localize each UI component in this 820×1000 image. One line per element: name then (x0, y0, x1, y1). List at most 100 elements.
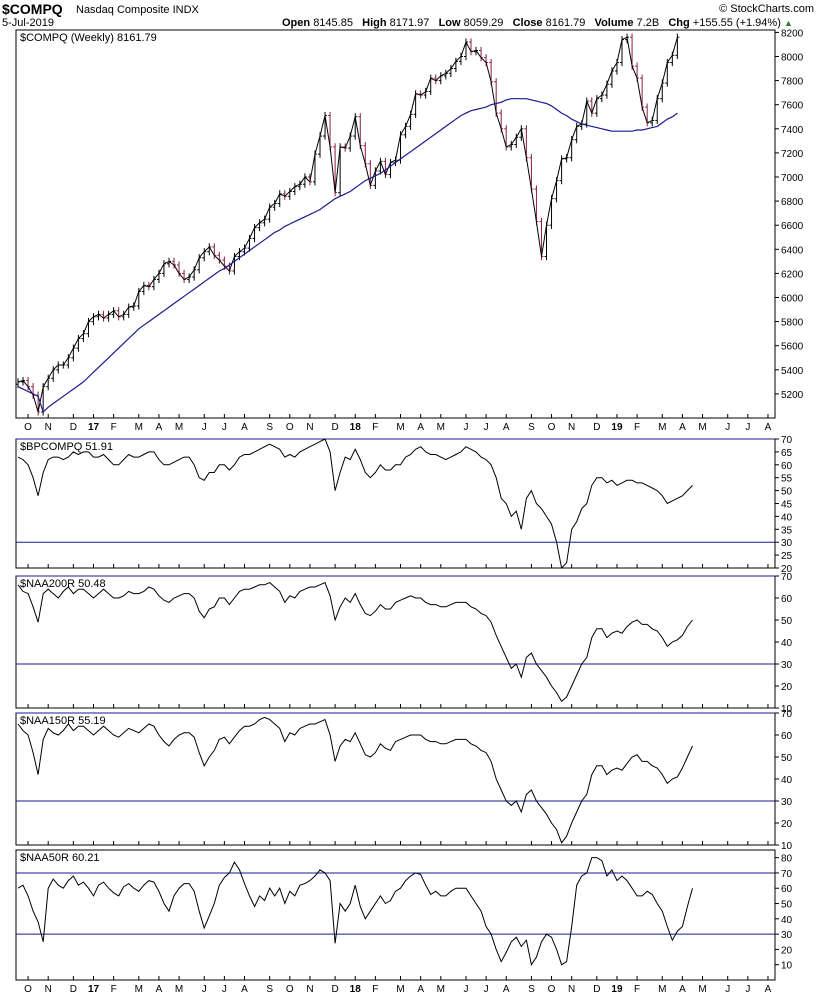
x-tick-label: D (593, 422, 600, 433)
y-tick-label: 5200 (781, 390, 804, 401)
x-tick-label: A (417, 984, 424, 995)
y-tick-label: 7800 (781, 77, 804, 88)
x-tick-label: A (503, 984, 510, 995)
panel-frame (15, 849, 776, 981)
low-value: 8059.29 (463, 17, 504, 29)
close-label: Close (512, 17, 543, 29)
x-tick-label: D (331, 422, 338, 433)
x-tick-label: A (765, 984, 772, 995)
x-tick-label: S (266, 422, 273, 433)
x-tick-label: M (175, 984, 183, 995)
chg-label: Chg (668, 17, 690, 29)
y-tick-label: 70 (781, 572, 793, 583)
price-close-line (17, 36, 678, 413)
y-tick-label: 40 (781, 512, 793, 523)
x-tick-label: O (286, 984, 294, 995)
x-tick-label: F (634, 422, 640, 433)
y-tick-label: 7400 (781, 125, 804, 136)
y-tick-label: 60 (781, 731, 793, 742)
y-tick-label: 6800 (781, 197, 804, 208)
y-tick-label: 10 (781, 704, 793, 715)
y-tick-label: 50 (781, 753, 793, 764)
x-tick-label: 17 (88, 422, 100, 433)
x-tick-label: J (222, 984, 227, 995)
x-tick-label: N (306, 422, 313, 433)
y-tick-label: 70 (781, 709, 793, 720)
high-value: 8171.97 (389, 17, 430, 29)
y-tick-label: 50 (781, 900, 793, 911)
panel-title: $COMPQ (Weekly) 8161.79 (20, 32, 157, 44)
y-tick-label: 10 (781, 961, 793, 972)
ohlc-readout: Open 8145.85 High 8171.97 Low 8059.29 Cl… (282, 17, 793, 29)
panel-title: $NAA200R 50.48 (20, 578, 106, 590)
moving-average-line (17, 98, 678, 414)
y-tick-label: 65 (781, 448, 793, 459)
x-tick-label: N (45, 984, 52, 995)
x-tick-label: N (306, 984, 313, 995)
x-tick-label: D (70, 984, 77, 995)
x-tick-label: M (437, 422, 445, 433)
y-tick-label: 30 (781, 538, 793, 549)
x-tick-label: 19 (611, 422, 623, 433)
symbol-name: Nasdaq Composite INDX (76, 4, 199, 16)
y-tick-label: 30 (781, 930, 793, 941)
chg-value: +155.55 (+1.94%) (692, 17, 781, 29)
y-tick-label: 35 (781, 525, 793, 536)
y-tick-label: 5600 (781, 342, 804, 353)
x-tick-label: A (241, 984, 248, 995)
y-tick-label: 20 (781, 819, 793, 830)
y-tick-label: 60 (781, 884, 793, 895)
x-tick-label: D (593, 984, 600, 995)
x-tick-label: 18 (350, 422, 362, 433)
x-tick-label: J (463, 422, 468, 433)
x-tick-label: A (679, 984, 686, 995)
x-tick-label: J (745, 984, 750, 995)
x-tick-label: M (135, 984, 143, 995)
x-tick-label: A (765, 422, 772, 433)
x-tick-label: S (528, 984, 535, 995)
x-tick-label: F (111, 984, 117, 995)
x-tick-label: M (396, 422, 404, 433)
panel-4: 10 20 30 40 50 60 70 80 $NAA50R 60.21 O N D 17 F M A M J J… (15, 849, 793, 995)
y-tick-label: 50 (781, 487, 793, 498)
x-tick-label: J (484, 984, 489, 995)
y-tick-label: 8200 (781, 28, 804, 39)
x-tick-label: M (437, 984, 445, 995)
x-tick-label: S (528, 422, 535, 433)
y-tick-label: 60 (781, 594, 793, 605)
y-tick-label: 5400 (781, 366, 804, 377)
x-tick-label: M (175, 422, 183, 433)
x-tick-label: J (202, 984, 207, 995)
x-tick-label: J (484, 422, 489, 433)
indicator-line (17, 581, 693, 703)
y-tick-label: 40 (781, 915, 793, 926)
indicator-line (17, 857, 693, 966)
panel-2: 10 20 30 40 50 60 70 $NAA200R 50.48 (15, 572, 793, 715)
y-tick-label: 6000 (781, 294, 804, 305)
y-tick-label: 30 (781, 797, 793, 808)
y-tick-label: 30 (781, 660, 793, 671)
high-label: High (362, 17, 387, 29)
volume-label: Volume (594, 17, 634, 29)
y-tick-label: 5800 (781, 318, 804, 329)
panel-title: $BPCOMPQ 51.91 (20, 441, 113, 453)
x-tick-label: J (725, 422, 730, 433)
x-tick-label: M (698, 984, 706, 995)
panel-frame (15, 438, 776, 569)
close-value: 8161.79 (545, 17, 586, 29)
x-tick-label: J (202, 422, 207, 433)
x-tick-label: N (568, 422, 575, 433)
x-tick-label: F (634, 984, 640, 995)
y-tick-label: 7000 (781, 173, 804, 184)
x-tick-label: A (156, 984, 163, 995)
x-tick-label: D (70, 422, 77, 433)
x-tick-label: A (503, 422, 510, 433)
y-tick-label: 55 (781, 474, 793, 485)
y-tick-label: 8000 (781, 53, 804, 64)
y-tick-label: 70 (781, 869, 793, 880)
up-arrow-icon: ▲ (783, 18, 793, 28)
indicator-line (17, 716, 693, 844)
y-tick-label: 40 (781, 638, 793, 649)
